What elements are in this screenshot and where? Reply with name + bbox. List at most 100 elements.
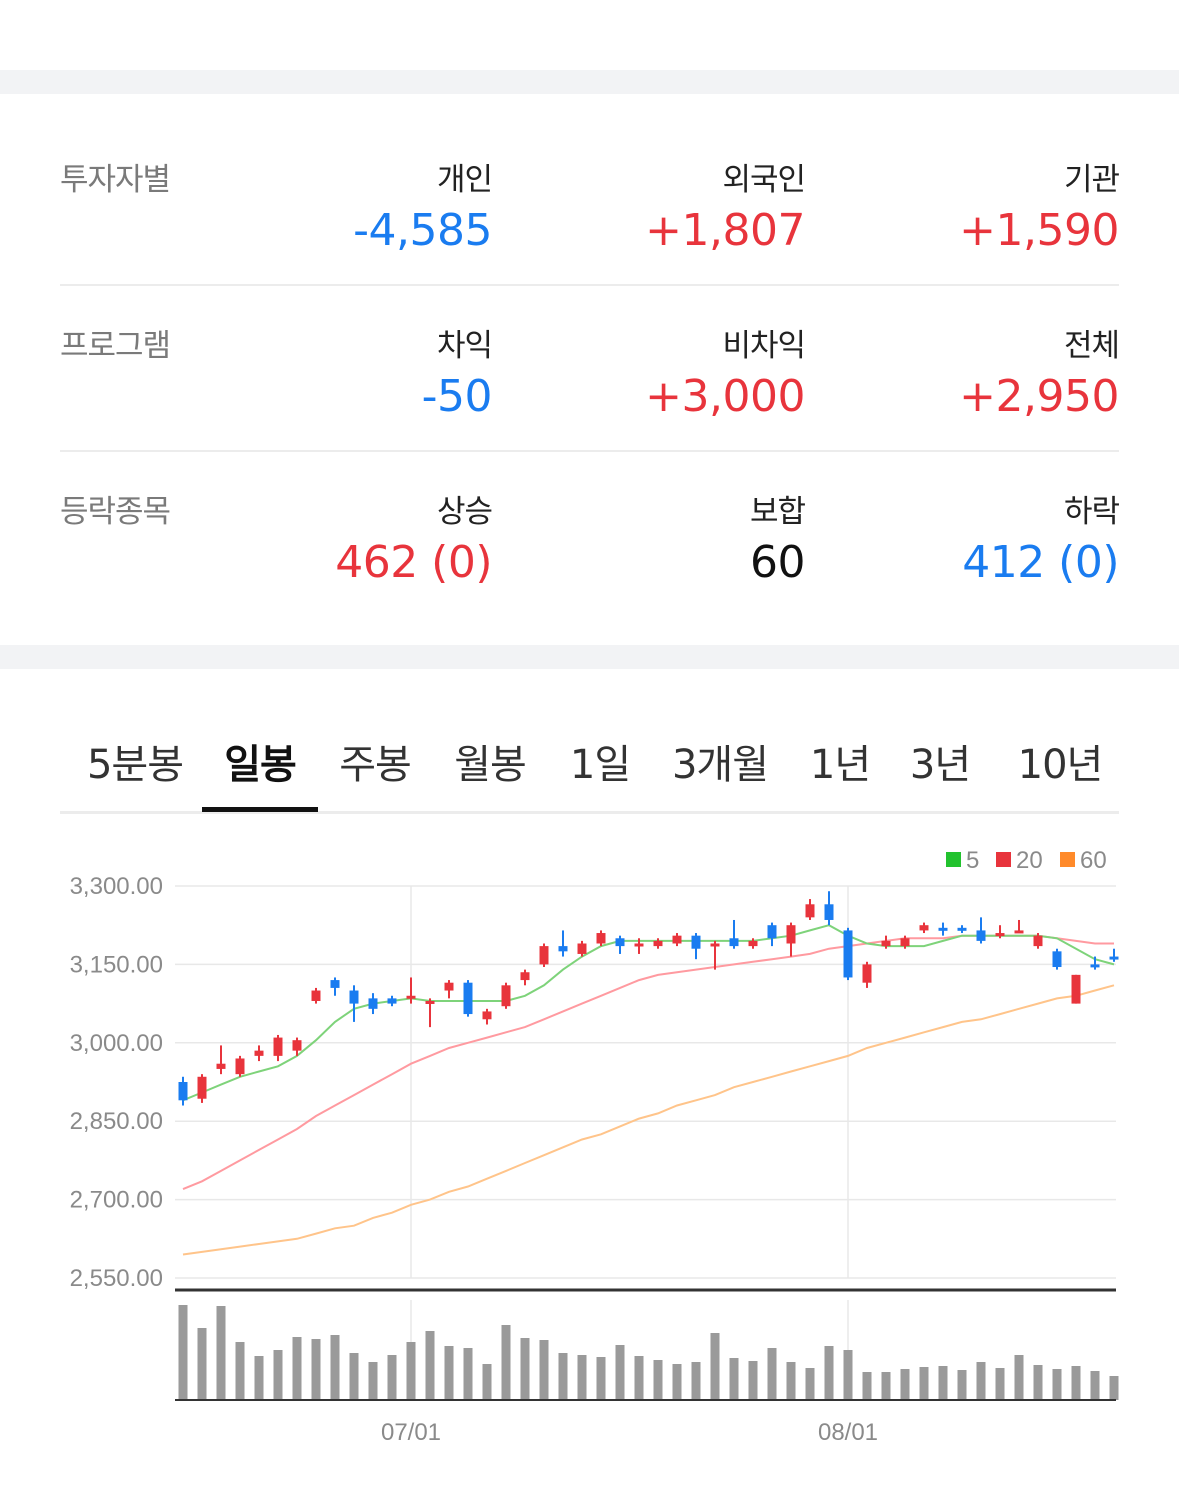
- candle-body: [672, 935, 682, 944]
- volume-bar: [729, 1358, 739, 1400]
- cell-declining: 하락 412 (0): [962, 486, 1120, 588]
- candle-body: [691, 935, 701, 949]
- candle-body: [1014, 930, 1024, 934]
- investor-summary-table: 투자자별 개인 -4,585 외국인 +1,807 기관 +1,590 프로그램…: [60, 120, 1120, 618]
- candle-body: [1071, 974, 1081, 1004]
- price-chart[interactable]: 3,300.00 3,150.00 3,000.00 2,850.00 2,700.00…: [0, 830, 1179, 1470]
- volume-bar: [235, 1342, 245, 1400]
- cell-label: 비차익: [722, 328, 806, 364]
- volume-bar: [273, 1350, 283, 1400]
- candle-body: [1052, 951, 1062, 968]
- volume-bar: [1014, 1355, 1024, 1400]
- candle-body: [1090, 964, 1100, 968]
- candle-body: [938, 927, 948, 931]
- volume-bar: [387, 1355, 397, 1400]
- candle-body: [444, 982, 454, 991]
- volume-bar: [330, 1335, 340, 1400]
- candle-body: [330, 980, 340, 988]
- volume-bar: [653, 1360, 663, 1400]
- cell-value: +2,950: [959, 371, 1119, 422]
- legend-swatch: [996, 852, 1011, 867]
- tab-1day[interactable]: 1일: [569, 742, 631, 788]
- cell-value: +1,807: [645, 205, 805, 256]
- tab-5min[interactable]: 5분봉: [86, 742, 184, 788]
- volume-bar: [539, 1340, 549, 1400]
- cell-individual: 개인 -4,585: [353, 154, 493, 256]
- volume-bar: [748, 1361, 758, 1400]
- candle-body: [1109, 956, 1119, 960]
- tab-weekly[interactable]: 주봉: [339, 742, 412, 788]
- candle-body: [463, 982, 473, 1015]
- volume-bar: [672, 1364, 682, 1400]
- tab-1year[interactable]: 1년: [809, 742, 871, 788]
- y-tick-label: 2,850.00: [70, 1108, 163, 1135]
- candle-body: [900, 938, 910, 947]
- cell-arbitrage: 차익 -50: [422, 320, 493, 422]
- section-separator-top: [0, 70, 1179, 94]
- volume-bar: [216, 1306, 226, 1400]
- x-tick-label: 07/01: [381, 1419, 441, 1446]
- volume-bar: [444, 1346, 454, 1400]
- volume-bar: [615, 1345, 625, 1400]
- volume-bar: [691, 1362, 701, 1400]
- candle-body: [995, 933, 1005, 937]
- cell-label: 전체: [1063, 328, 1120, 364]
- volume-bar: [1090, 1371, 1100, 1400]
- volume-bar: [805, 1368, 815, 1400]
- candle-body: [254, 1050, 264, 1056]
- candle-body: [824, 904, 834, 920]
- y-tick-label: 3,300.00: [70, 873, 163, 900]
- section-separator-middle: [0, 645, 1179, 669]
- cell-advancing: 상승 462 (0): [335, 486, 493, 588]
- legend-label: 5: [966, 847, 979, 874]
- candle-body: [558, 946, 568, 952]
- y-tick-label: 3,150.00: [70, 951, 163, 978]
- volume-bar: [197, 1328, 207, 1400]
- candle-body: [178, 1082, 188, 1101]
- investor-row: 투자자별 개인 -4,585 외국인 +1,807 기관 +1,590: [60, 120, 1120, 286]
- candle-body: [919, 925, 929, 931]
- tab-daily[interactable]: 일봉: [202, 732, 318, 812]
- volume-bar: [463, 1348, 473, 1400]
- volume-bar: [976, 1362, 986, 1400]
- volume-bar: [824, 1346, 834, 1400]
- candle-body: [653, 940, 663, 947]
- volume-bar: [1109, 1376, 1119, 1400]
- candle-body: [976, 930, 986, 941]
- volume-bar: [995, 1368, 1005, 1400]
- candle-body: [805, 904, 815, 918]
- candle-body: [197, 1076, 207, 1099]
- cell-foreign: 외국인 +1,807: [645, 154, 806, 256]
- candle-body: [596, 933, 606, 944]
- candle-body: [577, 943, 587, 954]
- cell-value: +1,590: [959, 205, 1119, 256]
- candle-body: [482, 1011, 492, 1020]
- cell-label: 기관: [1063, 162, 1120, 198]
- tab-3months[interactable]: 3개월: [671, 742, 769, 788]
- volume-bar: [767, 1348, 777, 1400]
- volume-bar: [178, 1305, 188, 1400]
- tab-monthly[interactable]: 월봉: [454, 742, 527, 788]
- cell-label: 보합: [749, 494, 806, 530]
- volume-bar: [1033, 1365, 1043, 1400]
- candlestick-chart-svg: 3,300.00 3,150.00 3,000.00 2,850.00 2,700.00…: [70, 847, 1119, 1446]
- cell-institution: 기관 +1,590: [959, 154, 1120, 256]
- candle-body: [539, 946, 549, 965]
- volume-bar: [254, 1356, 264, 1400]
- volume-bar: [406, 1342, 416, 1400]
- volume-bar: [425, 1331, 435, 1400]
- row-label: 프로그램: [60, 328, 171, 364]
- volume-bar: [292, 1337, 302, 1400]
- candle-body: [767, 925, 777, 939]
- cell-label: 하락: [1063, 494, 1120, 530]
- candle-body: [843, 930, 853, 978]
- tab-3years[interactable]: 3년: [909, 742, 971, 788]
- tab-10years[interactable]: 10년: [1017, 742, 1104, 788]
- y-tick-label: 2,700.00: [70, 1187, 163, 1214]
- volume-bar: [900, 1369, 910, 1400]
- chart-period-tabs: 5분봉 일봉 주봉 월봉 1일 3개월 1년 3년 10년: [60, 722, 1119, 814]
- legend-label: 20: [1016, 847, 1043, 874]
- candle-body: [368, 998, 378, 1009]
- cell-value: 60: [750, 537, 806, 588]
- volume-bar: [311, 1339, 321, 1400]
